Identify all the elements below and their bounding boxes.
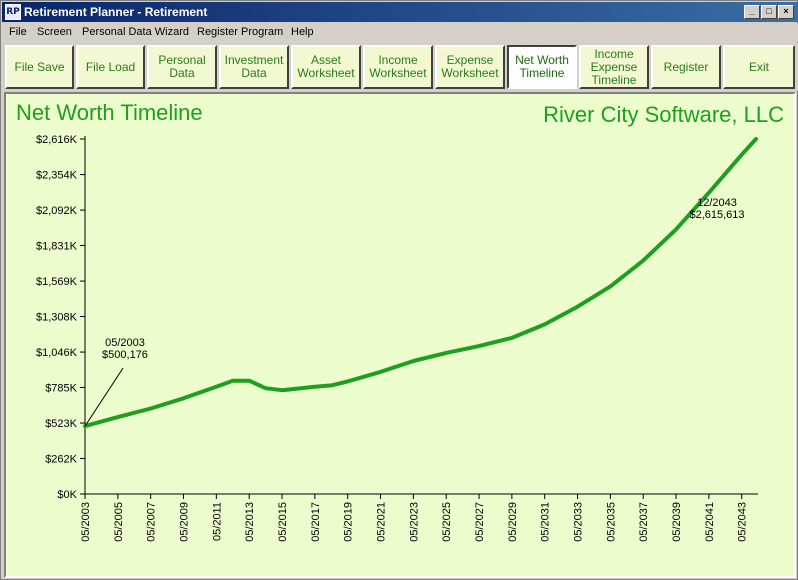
y-tick-label: $523K: [45, 418, 77, 430]
income-worksheet-label: Income Worksheet: [369, 53, 427, 80]
y-tick-label: $1,831K: [36, 241, 78, 253]
y-tick-label: $1,569K: [36, 276, 78, 288]
y-tick-label: $785K: [45, 382, 77, 394]
chart-title: Net Worth Timeline: [16, 100, 203, 125]
chart-series: [83, 137, 758, 429]
asset-worksheet-label: Asset Worksheet: [297, 53, 355, 80]
x-tick-label: 05/2029: [507, 502, 519, 542]
net-worth-chart: Net Worth Timeline River City Software, …: [16, 100, 784, 542]
expense-worksheet-button[interactable]: Expense Worksheet: [435, 45, 505, 89]
x-tick-label: 05/2033: [573, 502, 585, 542]
x-tick-label: 05/2019: [343, 502, 355, 542]
file-save-label: File Save: [14, 59, 65, 74]
x-tick-label: 05/2005: [113, 502, 125, 542]
toolbar: File Save File Load Personal Data Invest…: [2, 43, 798, 91]
annotation-start-date: 05/2003: [105, 337, 145, 349]
investment-data-button[interactable]: Investment Data: [219, 45, 289, 89]
y-tick-label: $2,616K: [36, 134, 78, 146]
menu-personal-data-wizard[interactable]: Personal Data Wizard: [82, 26, 189, 38]
personal-data-button[interactable]: Personal Data: [147, 45, 217, 89]
x-tick-label: 05/2003: [80, 502, 92, 542]
file-load-label: File Load: [85, 59, 136, 74]
close-button[interactable]: ×: [778, 5, 794, 19]
title-bar[interactable]: RP Retirement Planner - Retirement _ □ ×: [2, 2, 798, 22]
x-tick-label: 05/2025: [441, 502, 453, 542]
exit-button[interactable]: Exit: [723, 45, 795, 89]
app-logo-icon: RP: [5, 4, 21, 20]
y-tick-label: $0K: [57, 489, 77, 501]
y-tick-label: $1,046K: [36, 347, 78, 359]
x-tick-label: 05/2027: [474, 502, 486, 542]
x-tick-label: 05/2009: [179, 502, 191, 542]
x-tick-label: 05/2021: [376, 502, 388, 542]
net-worth-timeline-label: Net Worth Timeline: [515, 53, 569, 80]
file-save-button[interactable]: File Save: [5, 45, 74, 89]
menu-screen[interactable]: Screen: [37, 26, 72, 38]
exit-label: Exit: [748, 59, 769, 74]
chart-annotations: 05/2003$500,176 12/2043$2,615,613: [84, 197, 745, 427]
y-tick-label: $2,092K: [36, 205, 78, 217]
y-tick-label: $262K: [45, 453, 77, 465]
x-tick-label: 05/2031: [540, 502, 552, 542]
file-load-button[interactable]: File Load: [76, 45, 145, 89]
annotation-end-value: $2,615,613: [689, 209, 744, 221]
net-worth-timeline-button[interactable]: Net Worth Timeline: [507, 45, 577, 89]
y-tick-label: $1,308K: [36, 312, 78, 324]
x-tick-label: 05/2023: [408, 502, 420, 542]
x-tick-label: 05/2043: [737, 502, 749, 542]
y-tick-label: $2,354K: [36, 170, 78, 182]
x-tick-label: 05/2013: [244, 502, 256, 542]
menu-help[interactable]: Help: [291, 26, 314, 38]
x-tick-label: 05/2039: [671, 502, 683, 542]
annotation-end-date: 12/2043: [697, 197, 737, 209]
chart-axes: $0K $262K $523K $785K $1,046K $1,308K $1,569K $…: [36, 134, 758, 542]
asset-worksheet-button[interactable]: Asset Worksheet: [291, 45, 361, 89]
investment-data-label: Investment Data: [224, 53, 284, 80]
personal-data-label: Personal Data: [158, 53, 206, 80]
menu-register-program[interactable]: Register Program: [197, 26, 284, 38]
income-worksheet-button[interactable]: Income Worksheet: [363, 45, 433, 89]
income-expense-timeline-label: Income Expense Timeline: [590, 46, 638, 87]
x-tick-label: 05/2035: [605, 502, 617, 542]
company-name: River City Software, LLC: [543, 102, 784, 127]
x-tick-label: 05/2011: [211, 502, 223, 541]
x-tick-label: 05/2041: [704, 502, 716, 542]
expense-worksheet-label: Expense Worksheet: [441, 53, 499, 80]
chart-panel: Net Worth Timeline River City Software, …: [4, 92, 796, 578]
net-worth-series-line: [83, 137, 758, 429]
x-tick-label: 05/2007: [146, 502, 158, 542]
minimize-button[interactable]: _: [744, 5, 760, 19]
register-label: Register: [663, 59, 709, 74]
x-tick-label: 05/2017: [310, 502, 322, 542]
window-title: Retirement Planner - Retirement: [24, 5, 208, 19]
menu-file[interactable]: File: [9, 26, 27, 38]
menu-bar: File Screen Personal Data Wizard Registe…: [2, 23, 798, 42]
x-tick-label: 05/2015: [277, 502, 289, 542]
income-expense-timeline-button[interactable]: Income Expense Timeline: [579, 45, 649, 89]
register-button[interactable]: Register: [651, 45, 721, 89]
annotation-start-leader: [84, 367, 124, 427]
x-tick-label: 05/2037: [638, 502, 650, 542]
annotation-start-value: $500,176: [102, 349, 148, 361]
maximize-button[interactable]: □: [761, 5, 777, 19]
